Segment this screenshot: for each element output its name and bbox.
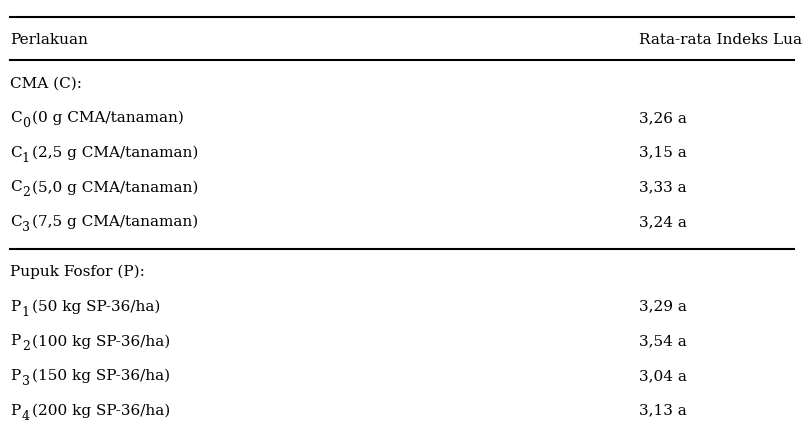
Text: (0 g CMA/tanaman): (0 g CMA/tanaman) [32, 111, 184, 125]
Text: Perlakuan: Perlakuan [10, 33, 88, 47]
Text: (100 kg SP-36/ha): (100 kg SP-36/ha) [32, 334, 170, 349]
Text: C: C [10, 215, 22, 229]
Text: 3: 3 [22, 221, 30, 234]
Text: 3,33 a: 3,33 a [638, 180, 686, 195]
Text: C: C [10, 146, 22, 160]
Text: (2,5 g CMA/tanaman): (2,5 g CMA/tanaman) [32, 146, 198, 160]
Text: P: P [10, 403, 21, 418]
Text: P: P [10, 300, 21, 314]
Text: 2: 2 [22, 341, 30, 353]
Text: C: C [10, 111, 22, 125]
Text: (150 kg SP-36/ha): (150 kg SP-36/ha) [32, 369, 170, 383]
Text: (7,5 g CMA/tanaman): (7,5 g CMA/tanaman) [32, 215, 198, 229]
Text: 3,29 a: 3,29 a [638, 300, 687, 314]
Text: 2: 2 [22, 187, 30, 199]
Text: (50 kg SP-36/ha): (50 kg SP-36/ha) [32, 300, 161, 314]
Text: 1: 1 [22, 152, 30, 165]
Text: 3,13 a: 3,13 a [638, 403, 686, 418]
Text: 0: 0 [22, 117, 30, 130]
Text: 4: 4 [22, 410, 30, 422]
Text: P: P [10, 334, 21, 349]
Text: 3,54 a: 3,54 a [638, 334, 686, 349]
Text: Rata-rata Indeks Luas Daun: Rata-rata Indeks Luas Daun [638, 33, 803, 47]
Text: 3,26 a: 3,26 a [638, 111, 687, 125]
Text: Pupuk Fosfor (P):: Pupuk Fosfor (P): [10, 265, 145, 279]
Text: 3: 3 [22, 375, 30, 388]
Text: (5,0 g CMA/tanaman): (5,0 g CMA/tanaman) [32, 180, 198, 195]
Text: C: C [10, 180, 22, 195]
Text: 3,04 a: 3,04 a [638, 369, 687, 383]
Text: CMA (C):: CMA (C): [10, 76, 83, 91]
Text: (200 kg SP-36/ha): (200 kg SP-36/ha) [32, 403, 170, 418]
Text: 3,24 a: 3,24 a [638, 215, 687, 229]
Text: 3,15 a: 3,15 a [638, 146, 686, 160]
Text: 1: 1 [22, 306, 30, 319]
Text: P: P [10, 369, 21, 383]
